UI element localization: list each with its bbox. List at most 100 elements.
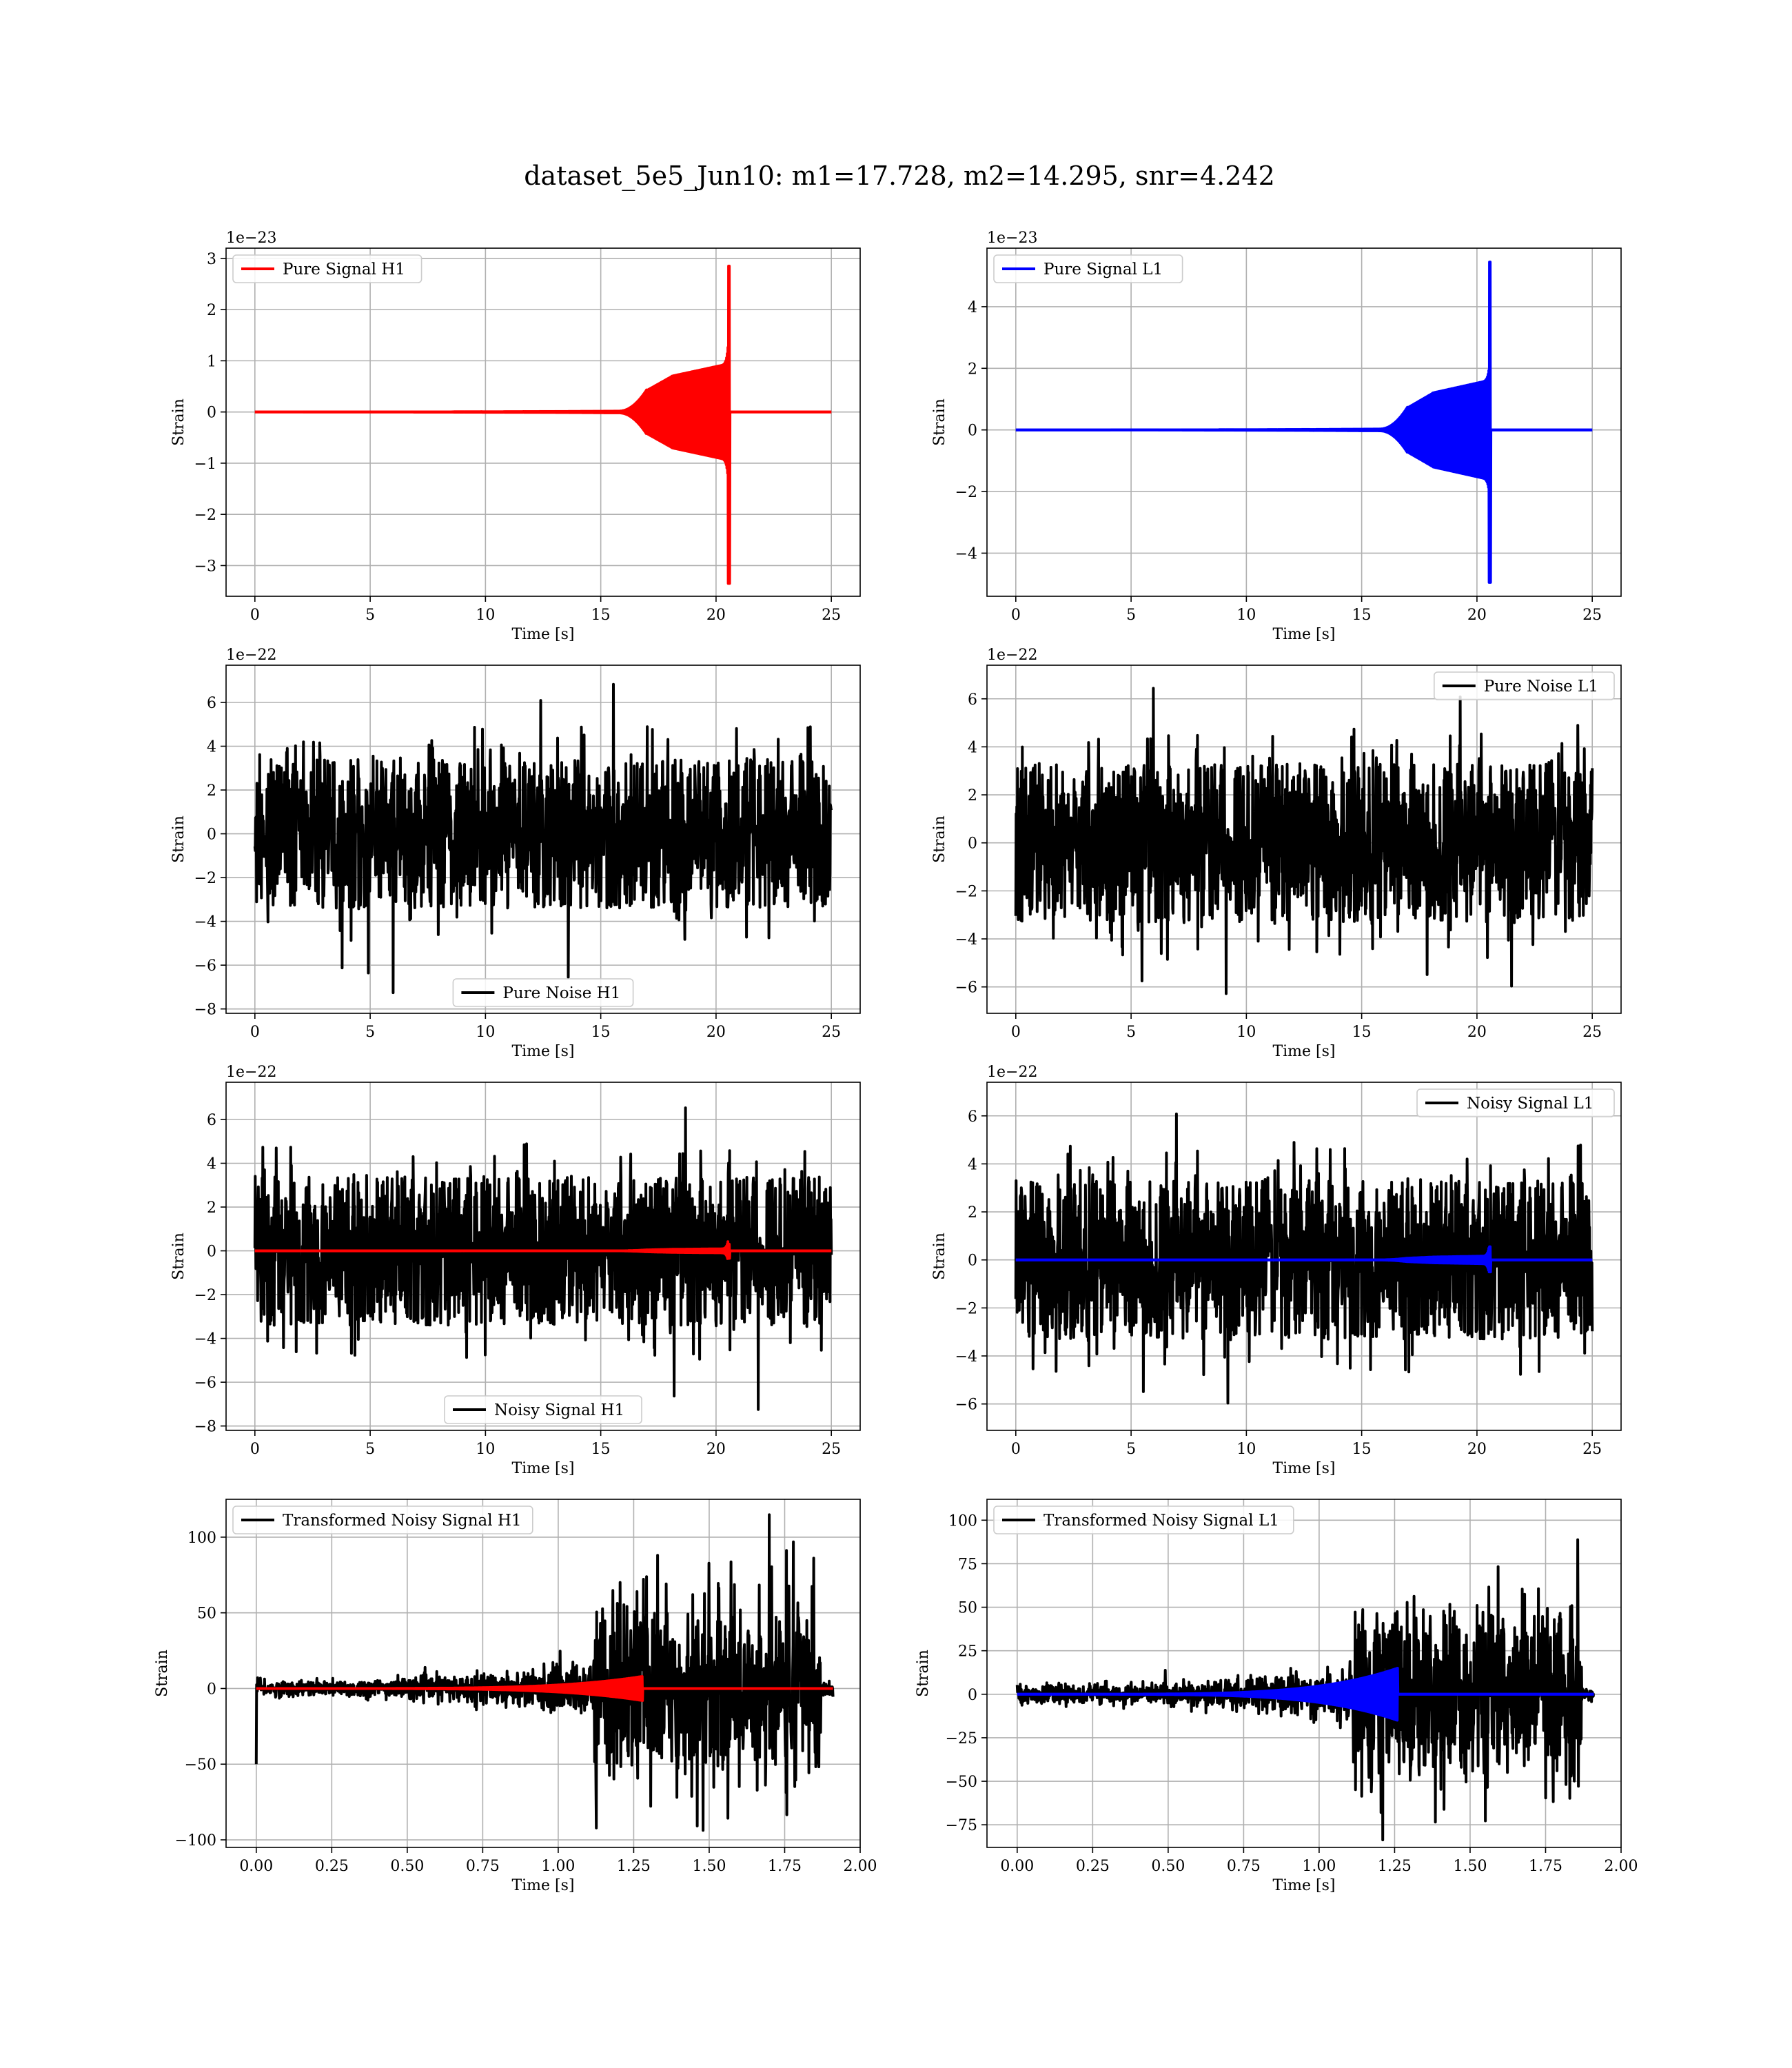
subplot-noisy-signal-l1: 0 5 10 15 20 25 −6 −4 −2 0 2 4 6 Time [s] Strain 1e−22 N… <box>931 1064 1622 1477</box>
x-axis-label: Time [s] <box>1272 626 1335 643</box>
legend-box <box>232 1506 533 1534</box>
y-tick-label: −25 <box>946 1730 977 1747</box>
x-tick-label: 2.00 <box>844 1858 877 1875</box>
subplot-noisy-signal-h1: 0 5 10 15 20 25 −8 −6 −4 −2 0 2 4 6 Time [s] Strain 1e−2… <box>170 1064 861 1477</box>
axes-frame <box>986 1499 1622 1848</box>
x-tick-label: 10 <box>476 1024 495 1041</box>
y-tick-label: 50 <box>197 1605 216 1623</box>
x-tick-label: 20 <box>706 1024 726 1041</box>
y-tick-label: 2 <box>968 361 977 378</box>
x-tick-label: 1.75 <box>768 1858 802 1875</box>
x-tick-label: 0 <box>1011 1441 1021 1458</box>
y-tick-label: 4 <box>968 299 977 316</box>
y-tick-label: −2 <box>194 507 216 524</box>
x-tick-label: 1.00 <box>1302 1858 1336 1875</box>
legend-box <box>993 254 1183 283</box>
x-tick-label: 10 <box>1236 1024 1256 1041</box>
legend-box <box>993 1506 1294 1534</box>
subplot-pure-signal-l1: 0 5 10 15 20 25 −4 −2 0 2 4 Time [s] Strain 1e−23 Pure… <box>931 230 1622 643</box>
legend: Pure Noise H1 <box>452 978 634 1007</box>
x-tick-label: 1.50 <box>1453 1858 1487 1875</box>
x-tick-label: 25 <box>822 607 841 624</box>
legend: Pure Noise L1 <box>1434 671 1615 700</box>
x-axis-label: Time [s] <box>511 626 574 643</box>
legend-box <box>232 254 422 283</box>
x-tick-label: 1.25 <box>617 1858 651 1875</box>
x-tick-label: 0.50 <box>390 1858 424 1875</box>
y-tick-label: 0 <box>968 835 977 853</box>
x-tick-label: 20 <box>706 607 726 624</box>
y-tick-label: −4 <box>955 545 977 562</box>
y-tick-label: 50 <box>958 1600 977 1617</box>
x-tick-label: 0 <box>250 1024 260 1041</box>
y-tick-label: −2 <box>955 484 977 501</box>
legend: Transformed Noisy Signal H1 <box>232 1506 533 1534</box>
legend-box <box>1434 671 1615 700</box>
y-tick-label: −2 <box>194 870 216 887</box>
legend: Transformed Noisy Signal L1 <box>993 1506 1294 1534</box>
y-tick-label: 4 <box>968 1156 977 1173</box>
x-axis-label: Time [s] <box>1272 1043 1335 1060</box>
figure-title: dataset_5e5_Jun10: m1=17.728, m2=14.295,… <box>524 161 1275 192</box>
y-tick-label: 2 <box>207 1199 216 1217</box>
x-tick-label: 25 <box>1582 607 1602 624</box>
y-offset-text: 1e−22 <box>987 647 1037 664</box>
legend: Noisy Signal L1 <box>1416 1088 1615 1117</box>
y-tick-label: −8 <box>194 1002 216 1019</box>
axes-frame <box>225 1082 861 1431</box>
subplot-transformed-noisy-signal-l1: 0.00 0.25 0.50 0.75 1.00 1.25 1.50 1.75 2.00 −75 −… <box>915 1499 1638 1894</box>
x-tick-label: 15 <box>1352 1024 1372 1041</box>
y-tick-label: 3 <box>207 251 216 268</box>
y-tick-label: −6 <box>194 1375 216 1392</box>
plot-area <box>254 1513 835 1832</box>
x-axis-label: Time [s] <box>511 1043 574 1060</box>
y-tick-label: −75 <box>946 1817 977 1834</box>
y-tick-label: 4 <box>207 739 216 756</box>
x-tick-label: 20 <box>1467 1024 1487 1041</box>
subplot-transformed-noisy-signal-h1: 0.00 0.25 0.50 0.75 1.00 1.25 1.50 1.75 2.00 −100… <box>154 1499 877 1894</box>
x-tick-label: 15 <box>1352 607 1372 624</box>
y-tick-label: −4 <box>955 931 977 949</box>
plot-area <box>1014 687 1594 995</box>
legend: Pure Signal L1 <box>993 254 1183 283</box>
y-axis-label: Strain <box>931 1233 948 1280</box>
y-tick-label: 0 <box>207 405 216 422</box>
axes-frame <box>986 247 1622 597</box>
legend-label: Pure Noise H1 <box>502 984 620 1002</box>
legend-label: Transformed Noisy Signal L1 <box>1043 1512 1279 1530</box>
y-tick-label: −50 <box>946 1774 977 1791</box>
y-tick-label: 100 <box>948 1512 977 1530</box>
axes-frame <box>225 1499 861 1848</box>
x-tick-label: 15 <box>591 607 611 624</box>
plot-area <box>1014 1113 1594 1405</box>
x-tick-label: 20 <box>706 1441 726 1458</box>
x-tick-label: 15 <box>591 1441 611 1458</box>
y-axis-label: Strain <box>154 1650 171 1697</box>
y-tick-label: 0 <box>968 423 977 440</box>
y-tick-label: 2 <box>207 302 216 319</box>
x-tick-label: 10 <box>1236 1441 1256 1458</box>
y-tick-label: −100 <box>175 1832 216 1849</box>
subplot-pure-noise-l1: 0 5 10 15 20 25 −6 −4 −2 0 2 4 6 Time [s] Strain 1e−22 P… <box>931 647 1622 1060</box>
x-tick-label: 0.50 <box>1151 1858 1185 1875</box>
x-tick-label: 5 <box>1126 607 1136 624</box>
y-tick-label: −6 <box>955 1397 977 1414</box>
y-tick-label: −6 <box>194 957 216 975</box>
y-tick-label: 2 <box>207 782 216 800</box>
y-offset-text: 1e−22 <box>987 1064 1037 1081</box>
x-tick-label: 0.25 <box>1076 1858 1110 1875</box>
x-axis-label: Time [s] <box>511 1877 574 1894</box>
plot-area <box>253 682 833 995</box>
series-line-pure-signal-l1 <box>1015 261 1594 584</box>
x-tick-label: 25 <box>822 1441 841 1458</box>
x-tick-label: 1.75 <box>1529 1858 1562 1875</box>
plot-area <box>1015 1538 1596 1842</box>
y-offset-text: 1e−22 <box>226 1064 276 1081</box>
y-tick-label: 6 <box>968 1108 977 1126</box>
plot-area <box>253 1106 833 1411</box>
legend-label: Pure Signal H1 <box>283 261 405 278</box>
series-line-pure-noise-h1 <box>253 682 833 995</box>
x-tick-label: 2.00 <box>1605 1858 1638 1875</box>
